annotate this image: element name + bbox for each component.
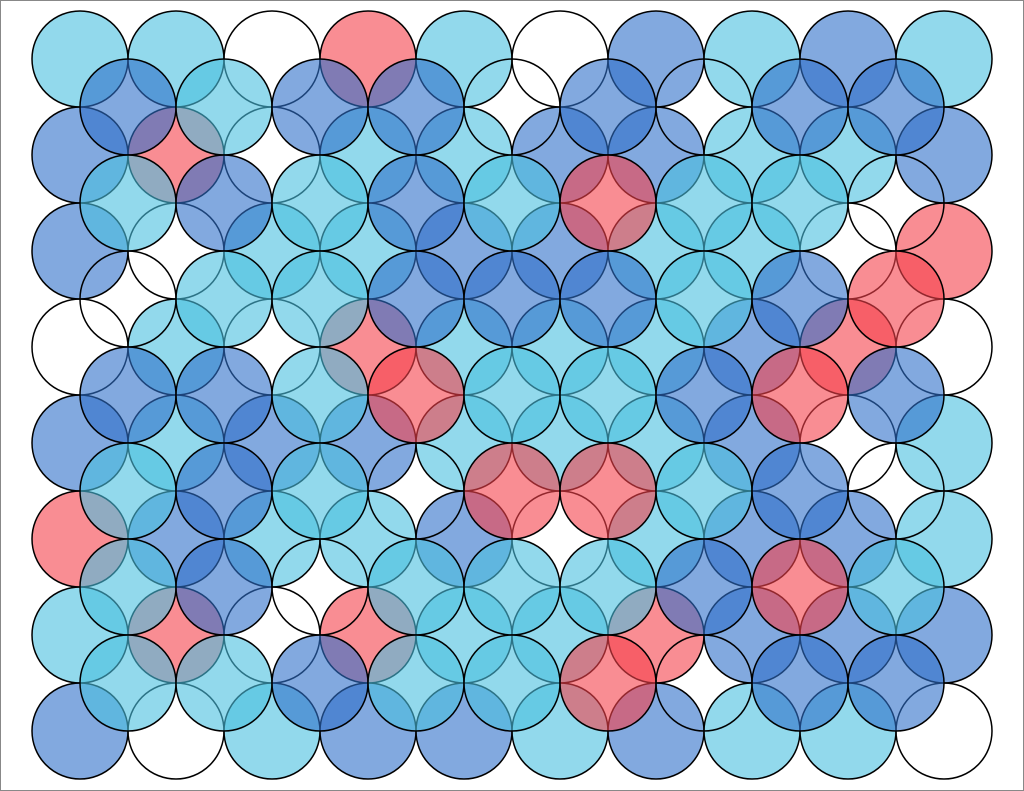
circle (175, 250, 273, 348)
circle (847, 538, 945, 636)
lattice-b (79, 58, 945, 732)
circle (751, 538, 849, 636)
circle (271, 634, 369, 732)
circle (175, 154, 273, 252)
circle (463, 634, 561, 732)
circle (271, 154, 369, 252)
circle (559, 154, 657, 252)
circle (655, 442, 753, 540)
circle (751, 442, 849, 540)
circle (367, 634, 465, 732)
circle (175, 346, 273, 444)
circle (463, 538, 561, 636)
circle (79, 58, 177, 156)
circle (751, 154, 849, 252)
circle (559, 634, 657, 732)
circle (751, 58, 849, 156)
circle (751, 634, 849, 732)
circle (559, 250, 657, 348)
circle (751, 250, 849, 348)
circle (271, 346, 369, 444)
circle (367, 538, 465, 636)
circle (79, 442, 177, 540)
circle (271, 58, 369, 156)
circle (847, 58, 945, 156)
circle (655, 250, 753, 348)
circle (175, 538, 273, 636)
circle (559, 346, 657, 444)
circle (559, 538, 657, 636)
circle (655, 154, 753, 252)
circle (175, 634, 273, 732)
circle (367, 250, 465, 348)
circle (655, 346, 753, 444)
circle (751, 346, 849, 444)
circle (79, 538, 177, 636)
circle (367, 154, 465, 252)
circle (79, 634, 177, 732)
circle (847, 346, 945, 444)
circle (271, 250, 369, 348)
circle (367, 346, 465, 444)
circle (367, 58, 465, 156)
circle (463, 250, 561, 348)
circle (559, 58, 657, 156)
circle (463, 346, 561, 444)
circle (175, 58, 273, 156)
circle (175, 442, 273, 540)
circle (463, 442, 561, 540)
circle (463, 154, 561, 252)
circle (559, 442, 657, 540)
circle (79, 154, 177, 252)
circle (655, 538, 753, 636)
circle (79, 346, 177, 444)
circle (847, 250, 945, 348)
circle (271, 442, 369, 540)
circle (847, 634, 945, 732)
